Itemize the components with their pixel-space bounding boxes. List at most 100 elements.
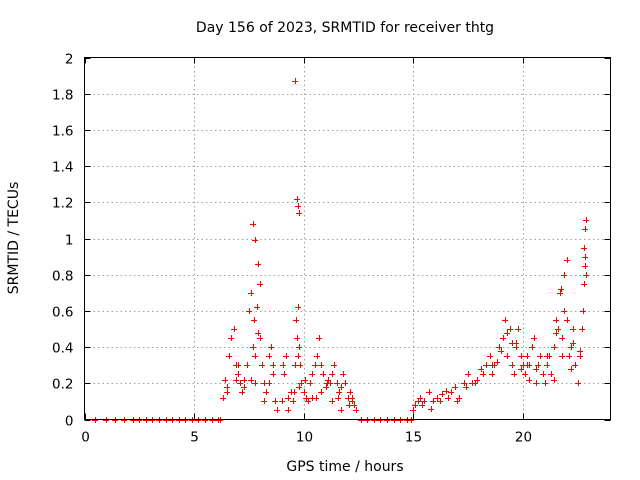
data-point xyxy=(437,398,443,404)
data-point xyxy=(504,330,510,336)
data-point xyxy=(324,380,330,386)
data-point xyxy=(531,335,537,341)
data-point xyxy=(248,290,254,296)
data-point xyxy=(329,398,335,404)
data-point xyxy=(281,371,287,377)
data-point xyxy=(338,384,344,390)
data-point xyxy=(529,344,535,350)
data-point xyxy=(533,366,539,372)
data-point xyxy=(570,326,576,332)
data-point xyxy=(254,304,260,310)
data-point xyxy=(561,272,567,278)
data-point xyxy=(252,237,258,243)
data-point xyxy=(524,362,530,368)
data-points xyxy=(92,78,589,423)
grid-lines xyxy=(84,57,611,420)
data-point xyxy=(347,389,353,395)
data-point xyxy=(577,348,583,354)
data-point xyxy=(535,362,541,368)
data-point xyxy=(250,344,256,350)
data-point xyxy=(461,380,467,386)
data-point xyxy=(220,395,226,401)
data-point xyxy=(257,335,263,341)
data-point xyxy=(244,362,250,368)
data-point xyxy=(298,380,304,386)
data-point xyxy=(307,380,313,386)
data-point xyxy=(235,371,241,377)
data-point xyxy=(454,398,460,404)
y-tick-label: 0.4 xyxy=(52,341,73,357)
data-point xyxy=(246,308,252,314)
data-point xyxy=(509,362,515,368)
data-point xyxy=(575,380,581,386)
x-tick-label: 10 xyxy=(296,430,313,446)
data-point xyxy=(526,377,532,383)
data-point xyxy=(445,395,451,401)
y-tick-label: 1.8 xyxy=(52,88,73,104)
data-point xyxy=(474,377,480,383)
data-point xyxy=(439,391,445,397)
data-point xyxy=(290,398,296,404)
y-axis-label: SRMTID / TECUs xyxy=(6,182,22,295)
data-point xyxy=(480,371,486,377)
data-point xyxy=(318,389,324,395)
data-point xyxy=(316,335,322,341)
data-point xyxy=(335,395,341,401)
data-point xyxy=(566,353,572,359)
data-point xyxy=(478,366,484,372)
data-point xyxy=(233,377,239,383)
data-point xyxy=(579,326,585,332)
data-point xyxy=(283,353,289,359)
data-point xyxy=(410,407,416,413)
data-point xyxy=(334,380,340,386)
data-point xyxy=(274,407,280,413)
x-tick-label: 15 xyxy=(405,430,422,446)
data-point xyxy=(483,362,489,368)
data-point xyxy=(580,308,586,314)
data-point xyxy=(296,210,302,216)
data-point xyxy=(250,221,256,227)
data-point xyxy=(252,353,258,359)
data-point xyxy=(331,362,337,368)
data-point xyxy=(259,362,265,368)
data-point xyxy=(443,388,449,394)
data-point xyxy=(294,196,300,202)
y-tick-label: 0.2 xyxy=(52,377,73,393)
y-tick-label: 0.6 xyxy=(52,305,73,321)
data-point xyxy=(293,317,299,323)
data-point xyxy=(412,402,418,408)
data-point xyxy=(342,380,348,386)
data-point xyxy=(518,353,524,359)
data-point xyxy=(295,304,301,310)
data-point xyxy=(559,353,565,359)
data-point xyxy=(559,335,565,341)
data-point xyxy=(558,286,564,292)
data-point xyxy=(544,362,550,368)
data-point xyxy=(241,377,247,383)
data-point xyxy=(502,317,508,323)
data-point xyxy=(239,389,245,395)
data-point xyxy=(504,353,510,359)
data-point xyxy=(309,371,315,377)
data-point xyxy=(279,398,285,404)
data-point xyxy=(224,389,230,395)
data-point xyxy=(235,362,241,368)
data-point xyxy=(568,344,574,350)
data-point xyxy=(583,272,589,278)
x-axis-label: GPS time / hours xyxy=(286,459,403,475)
data-point xyxy=(226,353,232,359)
data-point xyxy=(548,371,554,377)
y-tick-label: 1.6 xyxy=(52,124,73,140)
data-point xyxy=(272,398,278,404)
data-point xyxy=(268,344,274,350)
data-point xyxy=(568,366,574,372)
data-point xyxy=(456,395,462,401)
data-point xyxy=(428,406,434,412)
data-point xyxy=(522,371,528,377)
data-point xyxy=(346,402,352,408)
data-point xyxy=(553,317,559,323)
y-tick-label: 1 xyxy=(65,233,74,249)
data-point xyxy=(257,281,263,287)
data-point xyxy=(314,353,320,359)
